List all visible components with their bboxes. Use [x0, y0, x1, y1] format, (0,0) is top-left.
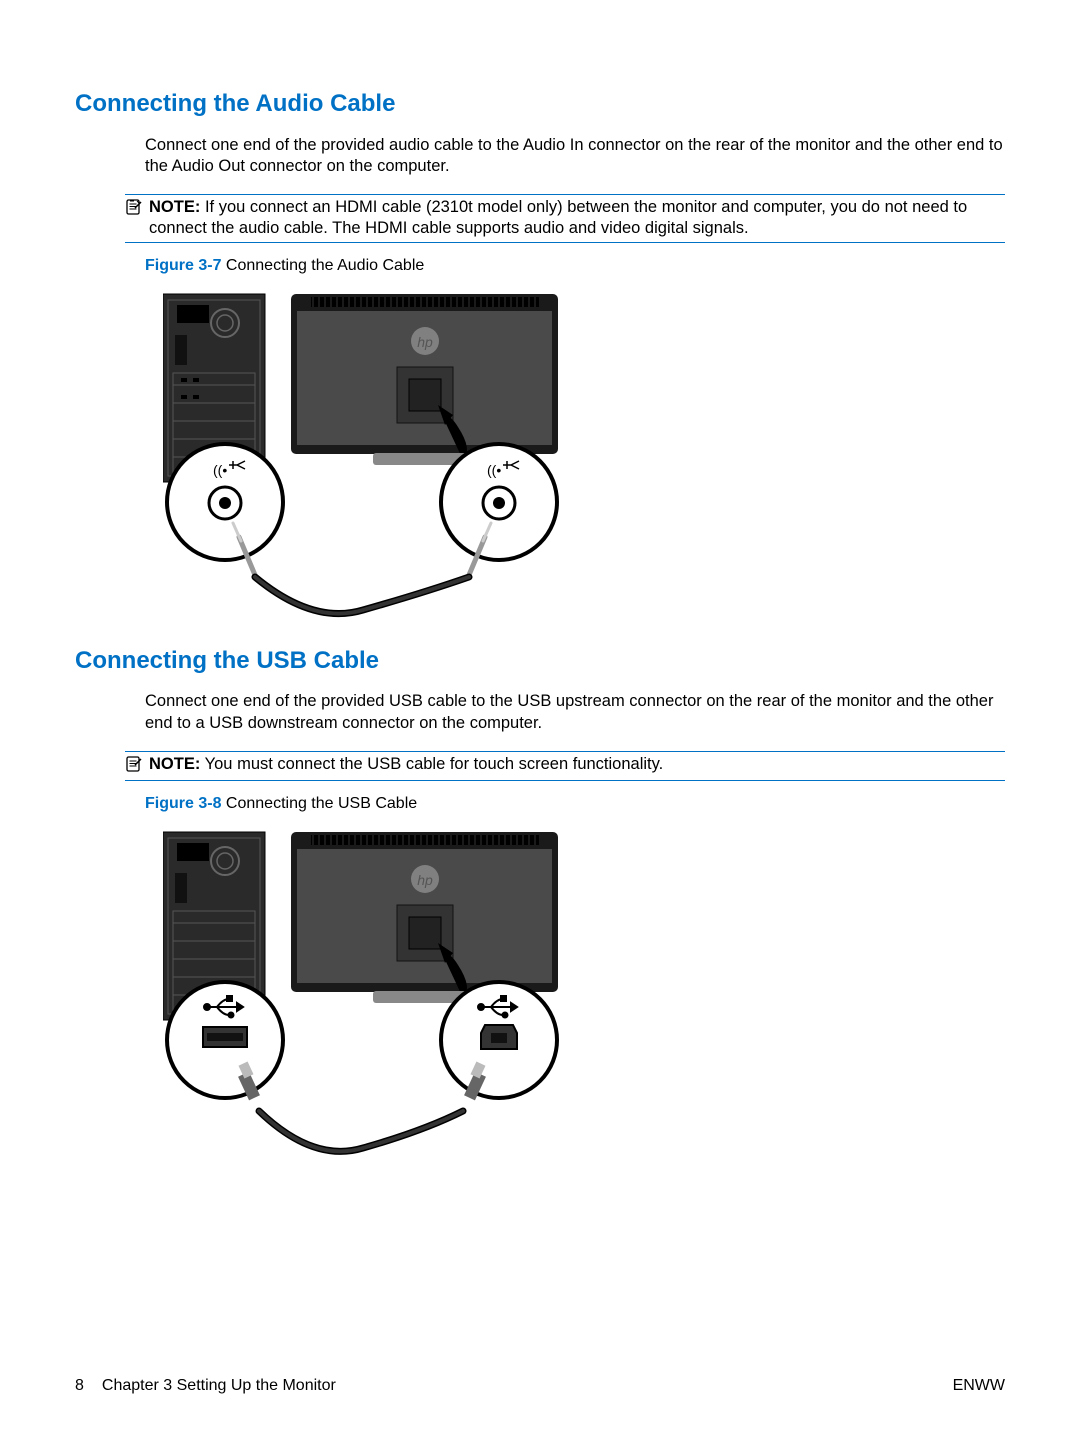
figure-number: Figure 3-8: [145, 795, 221, 812]
body-text-audio: Connect one end of the provided audio ca…: [145, 135, 1005, 178]
svg-text:hp: hp: [417, 872, 433, 888]
monitor-illustration: hp: [291, 294, 558, 465]
figure-caption-usb: Figure 3-8 Connecting the USB Cable: [145, 795, 1005, 813]
svg-text:hp: hp: [417, 334, 433, 350]
note-icon: [125, 197, 143, 221]
monitor-illustration: hp: [291, 832, 558, 1003]
note-icon: [125, 754, 143, 778]
body-text-usb: Connect one end of the provided USB cabl…: [145, 691, 1005, 734]
callout-computer-port: ((•: [167, 444, 283, 575]
manual-page: Connecting the Audio Cable Connect one e…: [0, 0, 1080, 1437]
figure-usb: hp: [163, 823, 1005, 1161]
svg-text:((•: ((•: [487, 462, 501, 478]
figure-number: Figure 3-7: [145, 257, 221, 274]
callout-computer-port: [167, 982, 283, 1100]
footer-right: ENWW: [953, 1377, 1005, 1395]
note-block-usb: NOTE: You must connect the USB cable for…: [125, 751, 1005, 781]
callout-monitor-port: [441, 982, 557, 1100]
section-heading-usb: Connecting the USB Cable: [75, 647, 1005, 675]
note-text-usb: NOTE: You must connect the USB cable for…: [149, 754, 1005, 775]
note-body: You must connect the USB cable for touch…: [205, 755, 664, 773]
note-label: NOTE:: [149, 198, 200, 216]
page-number: 8: [75, 1377, 84, 1395]
svg-text:((•: ((•: [213, 462, 227, 478]
note-body: If you connect an HDMI cable (2310t mode…: [149, 198, 967, 237]
figure-caption-audio: Figure 3-7 Connecting the Audio Cable: [145, 257, 1005, 275]
chapter-title: Chapter 3 Setting Up the Monitor: [102, 1377, 336, 1395]
section-heading-audio: Connecting the Audio Cable: [75, 90, 1005, 118]
note-text-audio: NOTE: If you connect an HDMI cable (2310…: [149, 197, 1005, 240]
figure-audio: hp ((•: [163, 285, 1005, 623]
callout-monitor-port: ((•: [441, 444, 557, 575]
note-label: NOTE:: [149, 755, 200, 773]
note-block-audio: NOTE: If you connect an HDMI cable (2310…: [125, 194, 1005, 243]
figure-title: Connecting the USB Cable: [221, 795, 417, 812]
figure-title: Connecting the Audio Cable: [221, 257, 424, 274]
page-footer: 8 Chapter 3 Setting Up the Monitor ENWW: [75, 1377, 1005, 1395]
